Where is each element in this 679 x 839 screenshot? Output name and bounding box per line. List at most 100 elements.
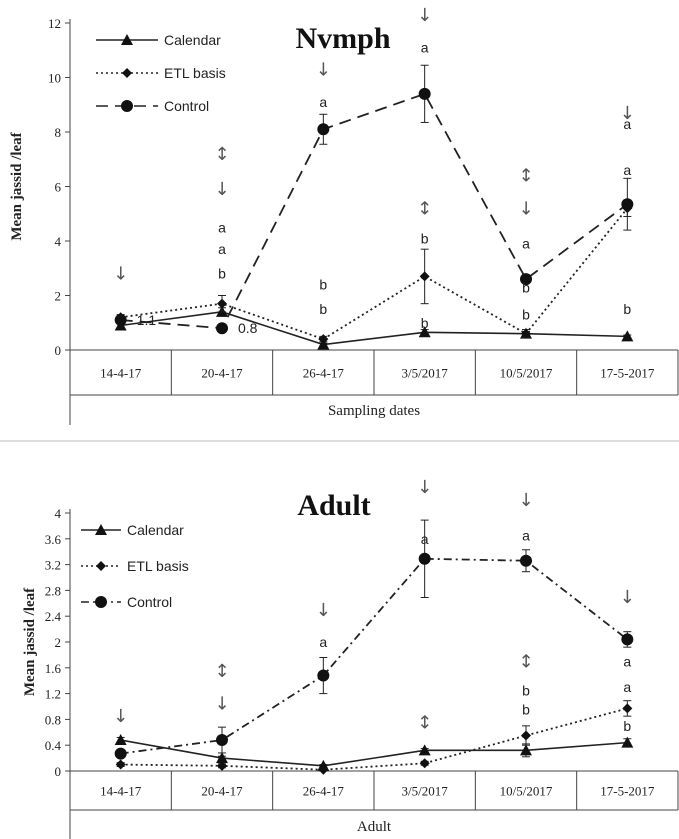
data-point-etl-basis	[622, 703, 633, 714]
data-point-calendar	[216, 752, 228, 764]
series-line-etl-basis	[120, 207, 629, 341]
data-point-control	[317, 123, 330, 136]
y-tick-label: 12	[48, 16, 61, 31]
significance-letter: b	[623, 301, 631, 317]
y-tick-label: 6	[55, 180, 62, 195]
y-tick-label: 2	[55, 635, 62, 650]
y-tick-label: 4	[55, 506, 62, 521]
significance-letter: a	[522, 236, 530, 252]
chart-panel-2: 0 0.4 0.8 1.2 1.6 2 2.4 2.8 3.2 3.6 4 14-4-17 20-4-1…	[22, 477, 679, 839]
significance-letter: b	[421, 315, 429, 331]
data-point-control	[621, 633, 634, 646]
data-point-control	[418, 87, 431, 100]
data-value-label: 0.8	[238, 320, 258, 336]
spray-arrow-icon: ↕	[214, 144, 229, 165]
x-tick-label: 3/5/2017	[402, 366, 449, 381]
spray-arrow-icon: ↓	[113, 706, 128, 727]
legend-marker	[95, 596, 107, 608]
spray-arrow-icon: ↓	[214, 179, 229, 200]
spray-arrow-icon: ↓	[316, 600, 331, 621]
chart-panel-1: 0 2 4 6 8 10 12 14-4-17 20-4-17 26-4-17 3/5/2017 10…	[9, 5, 679, 425]
significance-letter: a	[421, 531, 429, 547]
data-point-control	[317, 669, 330, 682]
data-point-etl-basis	[217, 760, 227, 771]
y-tick-label: 2.4	[45, 609, 62, 624]
data-point-calendar	[114, 734, 127, 746]
series-line-control	[120, 92, 628, 330]
significance-letter: b	[522, 307, 530, 323]
x-tick-label: 20-4-17	[201, 366, 243, 381]
x-axis-title: Adult	[357, 819, 392, 835]
x-tick-label: 10/5/2017	[500, 366, 553, 381]
data-point-etl-basis	[419, 271, 430, 282]
data-point-calendar	[418, 326, 431, 338]
significance-letter: a	[623, 679, 631, 695]
legend-label: Control	[127, 594, 172, 610]
data-point-etl-basis	[115, 759, 126, 770]
spray-arrow-icon: ↕	[518, 651, 533, 672]
x-tick-label: 26-4-17	[303, 784, 345, 799]
legend-marker	[121, 34, 133, 45]
y-tick-label: 0	[55, 764, 62, 779]
chart-title: Nvmph	[295, 22, 390, 55]
y-tick-label: 0.4	[45, 738, 62, 753]
significance-letter: b	[623, 718, 631, 734]
y-tick-label: 1.2	[45, 687, 61, 702]
data-point-calendar	[621, 330, 634, 342]
spray-arrow-icon: ↓	[518, 198, 533, 219]
data-value-label: 1.1	[137, 312, 157, 328]
y-axis-title: Mean jassid /leaf	[9, 131, 25, 240]
data-point-control	[216, 322, 228, 335]
significance-letter: b	[522, 682, 530, 698]
x-tick-label: 10/5/2017	[500, 784, 553, 799]
spray-arrow-icon: ↓	[214, 693, 229, 714]
data-point-control	[621, 198, 634, 211]
data-point-calendar	[621, 736, 634, 748]
legend-label: ETL basis	[127, 558, 189, 574]
data-point-calendar	[418, 744, 431, 756]
spray-arrow-icon: ↓	[113, 264, 128, 285]
x-tick-label: 14-4-17	[100, 784, 142, 799]
spray-arrow-icon: ↓	[316, 59, 331, 80]
series-line-etl-basis	[120, 707, 628, 771]
data-point-control	[520, 273, 532, 286]
y-tick-label: 10	[48, 71, 61, 86]
spray-arrow-icon: ↓	[620, 587, 635, 608]
y-tick-label: 0.8	[45, 712, 61, 727]
significance-letter: a	[218, 219, 226, 235]
x-tick-label: 20-4-17	[201, 784, 243, 799]
series-line-calendar	[120, 311, 628, 346]
data-point-etl-basis	[419, 758, 430, 769]
y-tick-label: 8	[55, 125, 62, 140]
data-point-etl-basis	[521, 730, 531, 741]
y-tick-label: 1.6	[45, 661, 62, 676]
data-point-etl-basis	[217, 298, 227, 309]
significance-letter: b	[522, 702, 530, 718]
x-tick-label: 14-4-17	[100, 366, 142, 381]
y-tick-label: 4	[55, 234, 62, 249]
significance-letter: b	[522, 279, 530, 295]
x-tick-label: 3/5/2017	[402, 784, 449, 799]
data-point-etl-basis	[521, 328, 531, 339]
y-tick-label: 3.6	[45, 532, 62, 547]
significance-letter: b	[319, 277, 327, 293]
x-axis-title: Sampling dates	[328, 403, 420, 419]
chart-title: Adult	[297, 489, 370, 522]
significance-letter: b	[421, 230, 429, 246]
x-tick-label: 17-5-2017	[600, 366, 655, 381]
legend-label: Calendar	[164, 32, 221, 48]
significance-letter: b	[319, 301, 327, 317]
data-point-etl-basis	[318, 334, 329, 345]
significance-letter: a	[522, 528, 530, 544]
significance-letter: a	[218, 241, 226, 257]
series-line-control	[120, 557, 628, 755]
significance-letter: a	[319, 94, 327, 110]
significance-letter: a	[623, 162, 631, 178]
x-tick-label: 17-5-2017	[600, 784, 655, 799]
spray-arrow-icon: ↓	[417, 5, 432, 26]
data-point-control	[520, 554, 532, 567]
data-point-control	[216, 734, 228, 747]
data-point-control	[114, 747, 127, 760]
y-tick-label: 3.2	[45, 558, 61, 573]
